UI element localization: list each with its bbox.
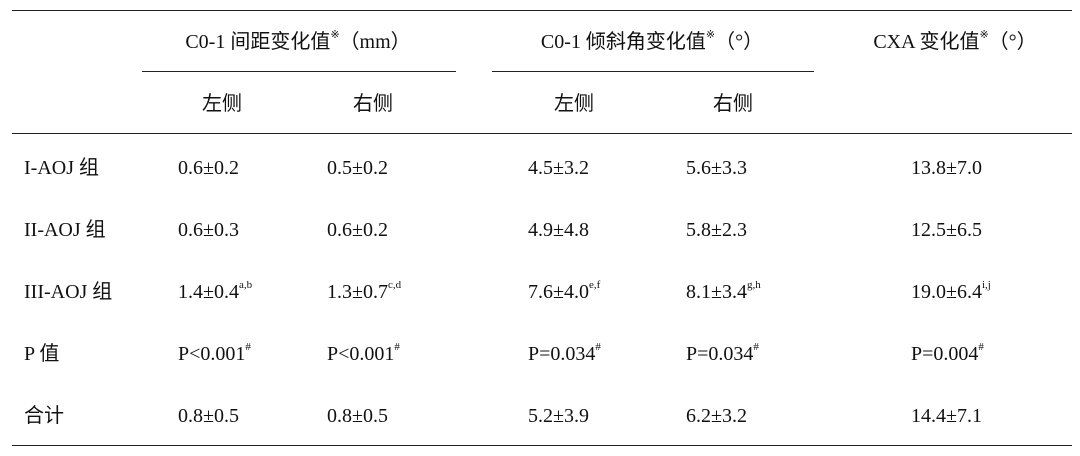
header-group-spacing-unit: （mm）	[339, 31, 411, 53]
top-rule	[12, 10, 1072, 11]
cell-spacing-right: 0.8±0.5	[327, 405, 388, 427]
header-group-spacing-title: C0-1 间距变化值	[185, 31, 331, 53]
header-group-cxa-unit: （°）	[988, 31, 1037, 53]
subheader-spacing-left: 左侧	[202, 93, 242, 115]
cell-tilt-left: P=0.034#	[528, 341, 601, 365]
header-group-tilt-mark: ※	[705, 29, 716, 42]
row-label: 合计	[24, 405, 64, 427]
cell-cxa: 19.0±6.4i,j	[911, 279, 991, 303]
subheader-tilt-right: 右侧	[713, 93, 753, 115]
header-group-cxa-mark: ※	[979, 29, 989, 42]
subheader-tilt-left: 左侧	[554, 93, 594, 115]
row-label: III-AOJ 组	[24, 281, 113, 303]
cell-spacing-left: 0.6±0.2	[178, 157, 239, 179]
header-group-tilt-unit: （°）	[715, 31, 764, 53]
cell-spacing-right: 1.3±0.7c,d	[327, 279, 402, 303]
header-group-cxa-title: CXA 变化值	[873, 31, 980, 53]
cell-tilt-right: P=0.034#	[686, 341, 759, 365]
row-label: I-AOJ 组	[24, 157, 99, 179]
group-tilt-underline	[492, 71, 814, 72]
cell-spacing-left: 1.4±0.4a,b	[178, 279, 253, 303]
cell-cxa: 13.8±7.0	[911, 157, 982, 179]
header-group-tilt: C0-1 倾斜角变化值※（°）	[541, 30, 763, 54]
group-spacing-underline	[142, 71, 456, 72]
header-group-cxa: CXA 变化值※（°）	[873, 30, 1036, 54]
cell-tilt-left: 4.9±4.8	[528, 219, 589, 241]
header-rule	[12, 133, 1072, 134]
row-label: II-AOJ 组	[24, 219, 106, 241]
cell-spacing-left: P<0.001#	[178, 341, 251, 365]
cell-tilt-right: 6.2±3.2	[686, 405, 747, 427]
header-group-spacing: C0-1 间距变化值※（mm）	[185, 30, 410, 54]
row-label: P 值	[24, 343, 60, 365]
cell-tilt-right: 5.6±3.3	[686, 157, 747, 179]
cell-spacing-right: P<0.001#	[327, 341, 400, 365]
cell-tilt-left: 7.6±4.0e,f	[528, 279, 601, 303]
cell-spacing-right: 0.5±0.2	[327, 157, 388, 179]
cell-tilt-left: 4.5±3.2	[528, 157, 589, 179]
cell-spacing-right: 0.6±0.2	[327, 219, 388, 241]
cell-cxa: 14.4±7.1	[911, 405, 982, 427]
header-group-tilt-title: C0-1 倾斜角变化值	[540, 31, 706, 53]
cell-tilt-left: 5.2±3.9	[528, 405, 589, 427]
cell-cxa: 12.5±6.5	[911, 219, 982, 241]
cell-tilt-right: 5.8±2.3	[686, 219, 747, 241]
bottom-rule	[12, 445, 1072, 446]
cell-cxa: P=0.004#	[911, 341, 984, 365]
subheader-spacing-right: 右侧	[353, 93, 393, 115]
header-group-spacing-mark: ※	[330, 29, 340, 42]
cell-spacing-left: 0.8±0.5	[178, 405, 239, 427]
cell-tilt-right: 8.1±3.4g,h	[686, 279, 761, 303]
cell-spacing-left: 0.6±0.3	[178, 219, 239, 241]
